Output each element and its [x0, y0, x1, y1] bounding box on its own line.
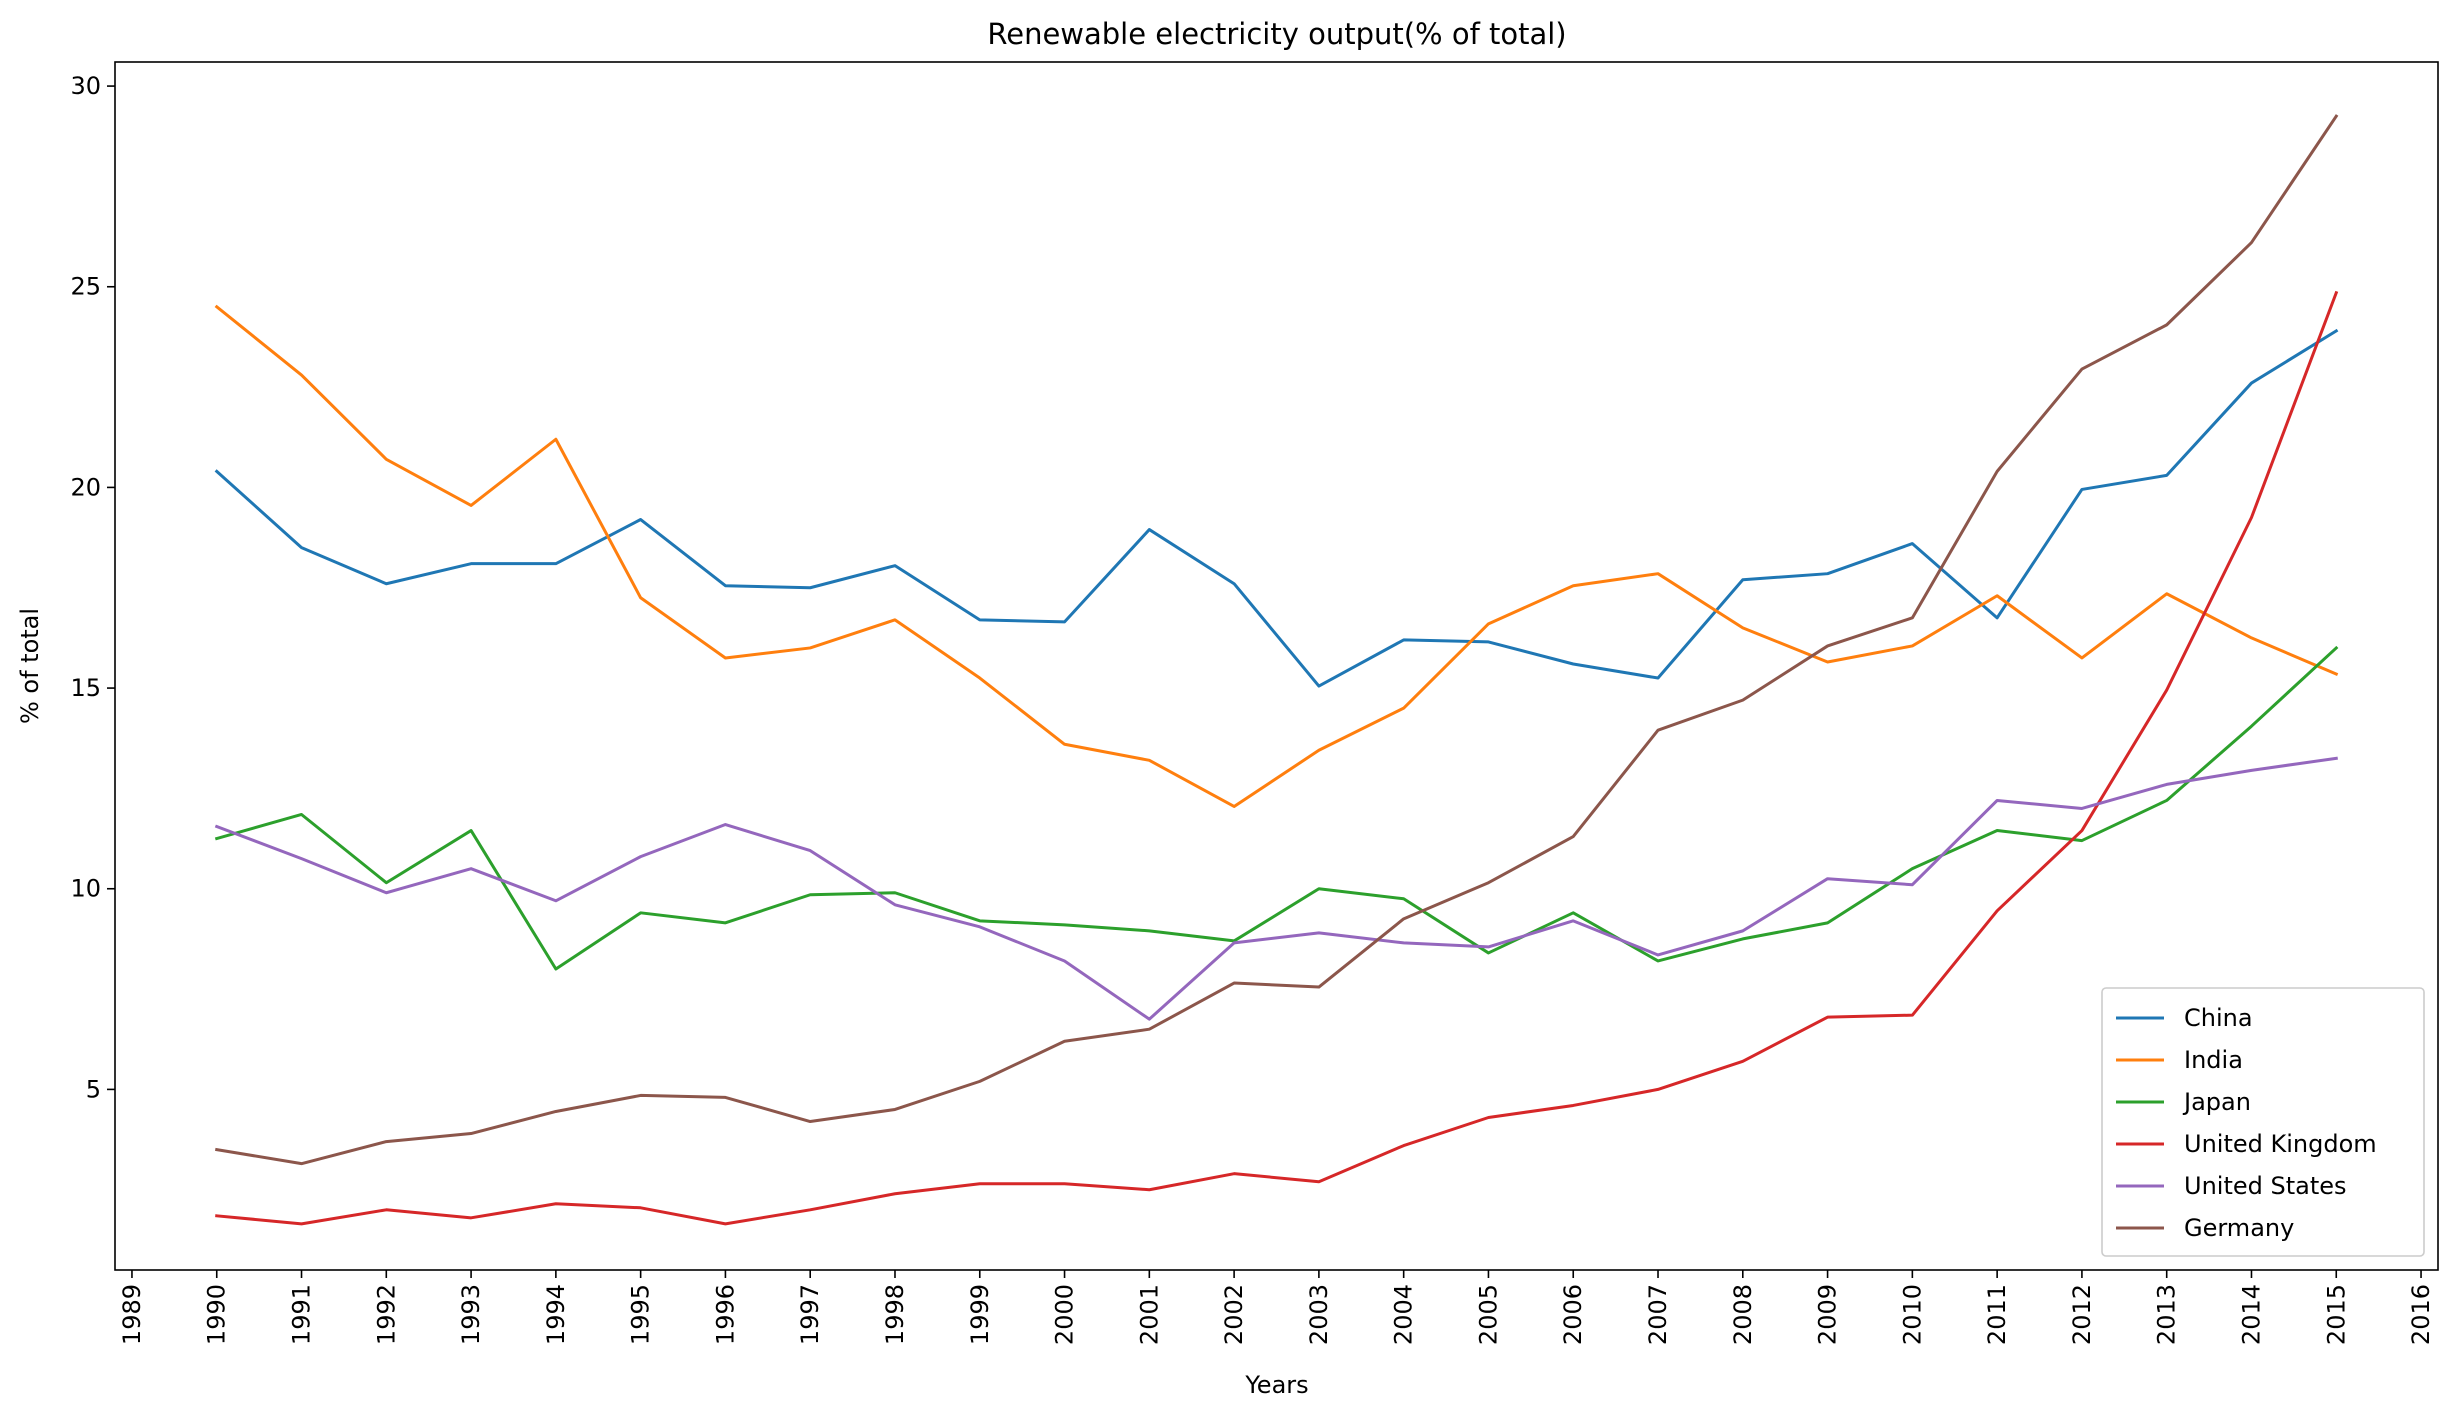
- legend-label: China: [2184, 1004, 2253, 1032]
- x-tick-label: 1997: [796, 1284, 824, 1345]
- chart-title: Renewable electricity output(% of total): [987, 17, 1566, 51]
- y-axis: 5 10 15 20 25 30: [70, 72, 115, 1103]
- x-tick-label: 2009: [1814, 1284, 1842, 1345]
- legend-label: United Kingdom: [2184, 1130, 2377, 1158]
- y-tick-label: 20: [70, 473, 101, 501]
- y-axis-title: % of total: [16, 608, 44, 724]
- plot-area: [214, 114, 2339, 1226]
- x-tick-label: 2014: [2237, 1284, 2265, 1345]
- series-line-united-states: [214, 756, 2338, 1021]
- x-tick-label: 1990: [203, 1284, 231, 1345]
- y-tick-label: 5: [86, 1075, 101, 1103]
- y-tick-label: 30: [70, 72, 101, 100]
- plot-frame: [114, 61, 2439, 1271]
- series-line-united-kingdom: [215, 290, 2339, 1226]
- y-tick-label: 25: [70, 273, 101, 301]
- legend-label: Japan: [2182, 1088, 2251, 1116]
- series-line-germany: [215, 114, 2339, 1166]
- x-tick-label: 2000: [1051, 1284, 1079, 1345]
- x-tick-label: 2012: [2068, 1284, 2096, 1345]
- x-tick-label: 2010: [1898, 1284, 1926, 1345]
- y-tick-label: 15: [70, 674, 101, 702]
- x-tick-label: 2004: [1390, 1284, 1418, 1345]
- x-tick-label: 2005: [1474, 1284, 1502, 1345]
- legend-label: United States: [2184, 1172, 2347, 1200]
- series-line-japan: [214, 645, 2339, 971]
- x-tick-label: 2006: [1559, 1284, 1587, 1345]
- legend-label: India: [2184, 1046, 2243, 1074]
- x-tick-label: 1998: [881, 1284, 909, 1345]
- x-tick-label: 2001: [1135, 1284, 1163, 1345]
- x-tick-label: 2011: [1983, 1284, 2011, 1345]
- x-tick-label: 2003: [1305, 1284, 1333, 1345]
- x-tick-label: 2016: [2407, 1284, 2435, 1345]
- x-tick-label: 2015: [2322, 1284, 2350, 1345]
- x-tick-label: 2007: [1644, 1284, 1672, 1345]
- x-tick-label: 1994: [542, 1284, 570, 1345]
- x-tick-label: 1989: [118, 1284, 146, 1345]
- x-tick-label: 1999: [966, 1284, 994, 1345]
- x-tick-label: 2008: [1729, 1284, 1757, 1345]
- x-tick-label: 1995: [627, 1284, 655, 1345]
- x-tick-label: 1993: [457, 1284, 485, 1345]
- y-tick-label: 10: [70, 875, 101, 903]
- legend-box: [2101, 987, 2425, 1257]
- x-tick-label: 1991: [288, 1284, 316, 1345]
- x-axis: 1989 1990 1991 1992 1993 1994 1995 1996 1997 1998…: [118, 1270, 2435, 1345]
- legend: China India Japan United Kingdom United Stat…: [2101, 987, 2425, 1257]
- legend-label: Germany: [2184, 1214, 2294, 1242]
- x-tick-label: 2013: [2153, 1284, 2181, 1345]
- series-line-india: [214, 304, 2339, 808]
- x-tick-label: 1992: [372, 1284, 400, 1345]
- x-axis-title: Years: [1244, 1371, 1308, 1399]
- series-line-china: [214, 328, 2339, 688]
- x-tick-label: 1996: [711, 1284, 739, 1345]
- x-tick-label: 2002: [1220, 1284, 1248, 1345]
